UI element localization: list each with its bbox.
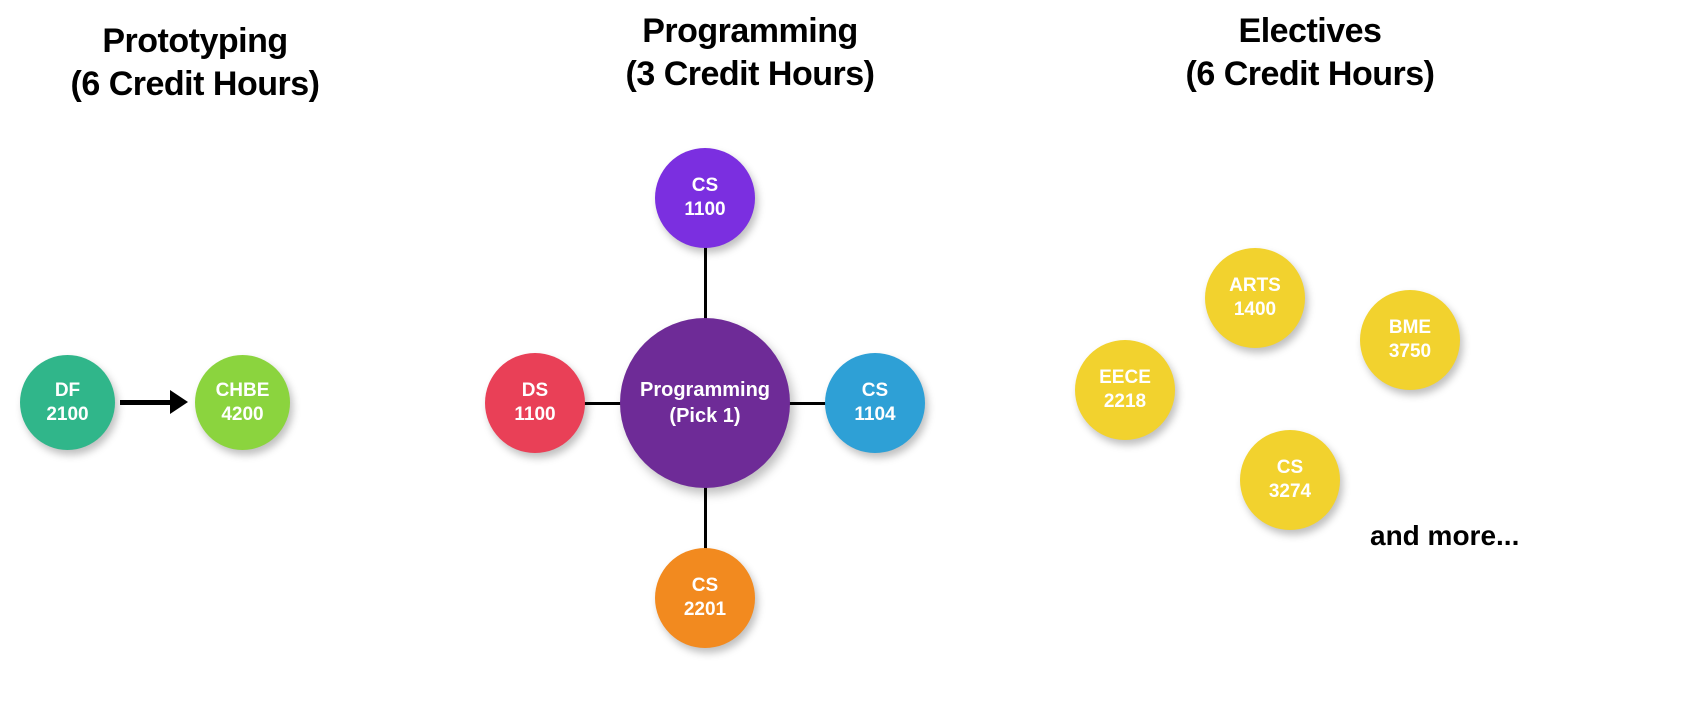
node-eece2218: EECE 2218	[1075, 340, 1175, 440]
node-cs2201: CS 2201	[655, 548, 755, 648]
diagram-canvas: Prototyping (6 Credit Hours) Programming…	[0, 0, 1681, 709]
node-chbe4200: CHBE 4200	[195, 355, 290, 450]
programming-title: Programming (3 Credit Hours)	[580, 10, 920, 95]
node-cs3274: CS 3274	[1240, 430, 1340, 530]
node-bme3750: BME 3750	[1360, 290, 1460, 390]
electives-title: Electives (6 Credit Hours)	[1140, 10, 1480, 95]
node-ds1100: DS 1100	[485, 353, 585, 453]
electives-more-text: and more...	[1370, 520, 1519, 552]
node-df2100: DF 2100	[20, 355, 115, 450]
prototyping-title: Prototyping (6 Credit Hours)	[40, 20, 350, 105]
node-cs1104: CS 1104	[825, 353, 925, 453]
node-cs1100: CS 1100	[655, 148, 755, 248]
prototyping-arrow-head	[170, 390, 188, 414]
programming-hub: Programming (Pick 1)	[620, 318, 790, 488]
prototyping-arrow-line	[120, 400, 170, 405]
node-arts1400: ARTS 1400	[1205, 248, 1305, 348]
